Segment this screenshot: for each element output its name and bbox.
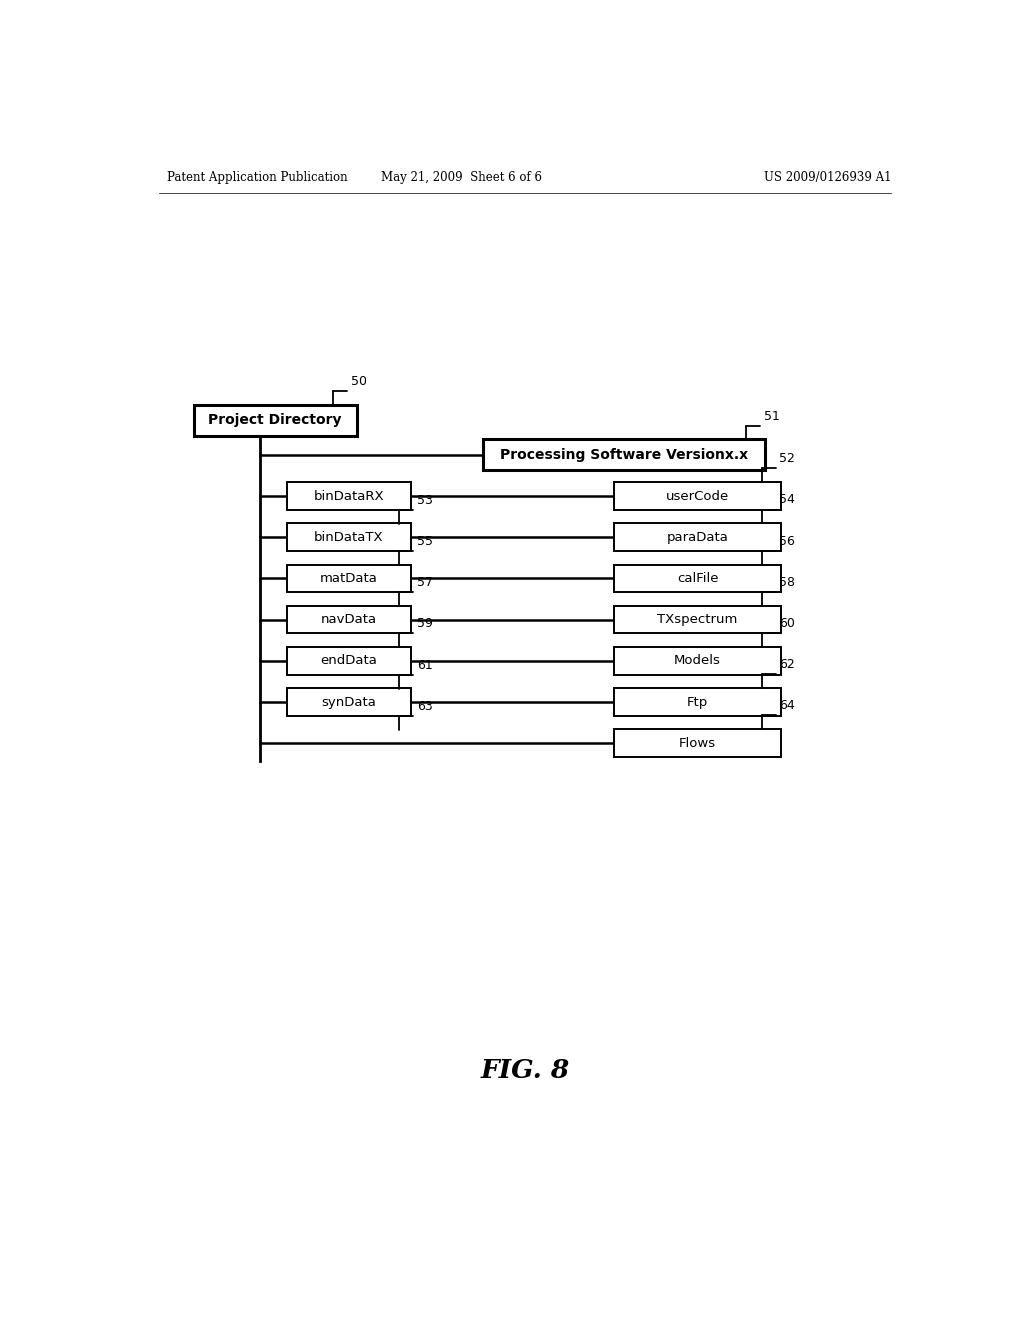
- Text: binDataTX: binDataTX: [314, 531, 384, 544]
- Text: Models: Models: [674, 655, 721, 668]
- Text: paraData: paraData: [667, 531, 728, 544]
- Text: May 21, 2009  Sheet 6 of 6: May 21, 2009 Sheet 6 of 6: [381, 172, 542, 185]
- Text: calFile: calFile: [677, 572, 719, 585]
- Text: Ftp: Ftp: [687, 696, 709, 709]
- Text: FIG. 8: FIG. 8: [480, 1059, 569, 1084]
- FancyBboxPatch shape: [287, 565, 411, 593]
- FancyBboxPatch shape: [614, 730, 781, 758]
- Text: 63: 63: [417, 700, 433, 713]
- Text: 54: 54: [779, 494, 796, 507]
- Text: 60: 60: [779, 616, 796, 630]
- Text: 59: 59: [417, 618, 433, 631]
- Text: 62: 62: [779, 659, 796, 672]
- FancyBboxPatch shape: [614, 647, 781, 675]
- Text: navData: navData: [321, 612, 377, 626]
- Text: userCode: userCode: [666, 490, 729, 503]
- FancyBboxPatch shape: [614, 565, 781, 593]
- Text: 57: 57: [417, 577, 433, 589]
- Text: endData: endData: [321, 655, 377, 668]
- Text: Processing Software Versionx.x: Processing Software Versionx.x: [500, 447, 749, 462]
- FancyBboxPatch shape: [287, 647, 411, 675]
- FancyBboxPatch shape: [287, 482, 411, 510]
- Text: Patent Application Publication: Patent Application Publication: [167, 172, 347, 185]
- Text: TXspectrum: TXspectrum: [657, 612, 738, 626]
- Text: 61: 61: [417, 659, 433, 672]
- Text: Flows: Flows: [679, 737, 716, 750]
- Text: 56: 56: [779, 535, 796, 548]
- FancyBboxPatch shape: [287, 606, 411, 634]
- FancyBboxPatch shape: [614, 606, 781, 634]
- Text: Project Directory: Project Directory: [209, 413, 342, 428]
- Text: US 2009/0126939 A1: US 2009/0126939 A1: [764, 172, 891, 185]
- FancyBboxPatch shape: [194, 405, 356, 436]
- Text: 53: 53: [417, 494, 433, 507]
- Text: 51: 51: [764, 409, 779, 422]
- Text: binDataRX: binDataRX: [313, 490, 384, 503]
- FancyBboxPatch shape: [482, 440, 765, 470]
- Text: matData: matData: [319, 572, 378, 585]
- FancyBboxPatch shape: [287, 524, 411, 552]
- FancyBboxPatch shape: [614, 524, 781, 552]
- FancyBboxPatch shape: [287, 688, 411, 715]
- Text: synData: synData: [322, 696, 376, 709]
- Text: 50: 50: [351, 375, 368, 388]
- Text: 52: 52: [779, 453, 796, 465]
- Text: 58: 58: [779, 576, 796, 589]
- Text: 55: 55: [417, 535, 433, 548]
- FancyBboxPatch shape: [614, 688, 781, 715]
- FancyBboxPatch shape: [614, 482, 781, 510]
- Text: 64: 64: [779, 700, 796, 713]
